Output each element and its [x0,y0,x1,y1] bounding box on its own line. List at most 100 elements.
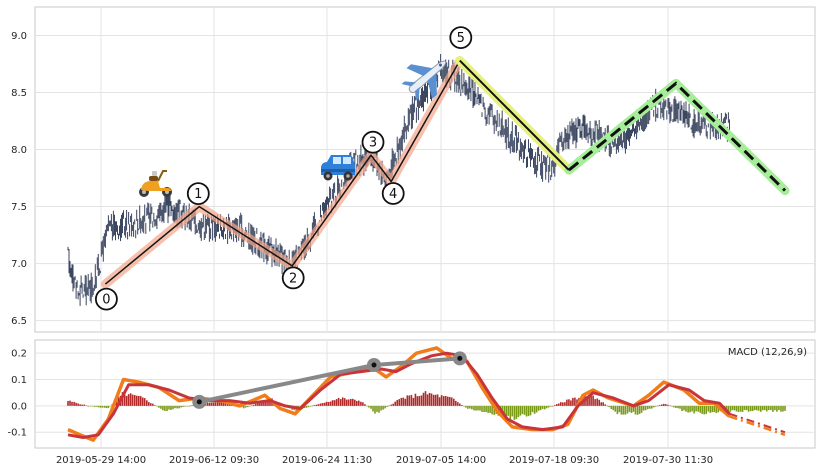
wave-label-circle [449,26,473,49]
histogram-bar [350,399,352,406]
abc-projection [455,56,790,196]
histogram-bar [164,405,166,411]
histogram-bar [642,405,645,411]
histogram-bar [97,405,100,408]
histogram-bar [513,405,516,420]
histogram-bar [693,405,695,414]
histogram-bar [503,405,506,417]
wave-label-circle [95,287,118,311]
histogram-bar [675,405,677,408]
histogram-bar [345,399,348,406]
histogram-bar [741,405,744,412]
car-icon [321,155,355,181]
macd-panel: -0.1 0.0 0.1 0.2 MACD (12,26,9) [7,339,816,449]
histogram-bar [327,402,330,406]
histogram-bar [440,395,443,406]
histogram-bar [749,405,752,412]
histogram-bar [640,405,643,413]
histogram-bar [356,401,358,406]
histogram-bar [683,405,685,411]
histogram-bar [180,405,182,408]
histogram-bar [170,405,172,410]
histogram-bar [764,405,766,411]
x-tick-label: 2019-06-12 09:30 [169,455,259,466]
histogram-bar [374,405,376,414]
histogram-bar [467,405,469,409]
histogram-bar [83,404,85,406]
histogram-bar [521,405,524,415]
histogram-bar [725,405,728,411]
histogram-bar [644,405,647,411]
histogram-bar [493,405,495,415]
histogram-bar [531,405,534,413]
price-y-tick-label: 7.5 [11,202,27,213]
histogram-bar [404,398,407,406]
histogram-bar [412,397,415,406]
histogram-bar [174,405,176,409]
histogram-bar [691,405,693,412]
histogram-bar [471,405,473,410]
histogram-bar [95,405,98,407]
wave-label-1: 1 [194,187,202,202]
histogram-bar [699,405,701,413]
histogram-bar [566,399,568,406]
histogram-bar [537,405,540,411]
histogram-bar [360,401,362,406]
histogram-bar [303,405,306,408]
wave-label-0: 0 [102,293,110,308]
histogram-bar [166,405,168,411]
histogram-bar [184,405,186,407]
histogram-bar [636,405,639,415]
histogram-bar [380,405,382,411]
histogram-bar [523,405,526,415]
histogram-bar [354,399,356,406]
histogram-bar [93,405,96,407]
histogram-bar [650,405,653,409]
histogram-bar [448,397,451,406]
histogram-bar [428,392,431,406]
histogram-bar [483,405,485,412]
histogram-bar [669,405,671,407]
histogram-bar [364,404,366,406]
histogram-bar [459,403,461,406]
x-tick-label: 2019-05-29 14:00 [56,455,146,466]
histogram-bar [402,397,405,406]
histogram-bar [249,405,251,407]
histogram-bar [146,400,148,406]
histogram-bar [772,405,774,412]
histogram-bar [616,405,619,415]
histogram-bar [568,399,570,406]
abc-dashed [567,81,787,192]
histogram-bar [455,400,457,406]
scooter-icon [139,170,172,197]
histogram-bar [596,398,598,406]
histogram-bar [477,405,479,411]
histogram-bar [648,405,651,409]
histogram-bar [420,395,423,406]
histogram-bar [362,402,364,406]
histogram-bar [665,404,667,406]
macd-grid [35,340,815,448]
histogram-bar [677,405,679,409]
histogram-bar [709,405,712,413]
histogram-bar [416,396,419,406]
histogram-bar [481,405,483,412]
histogram-bar [630,405,633,413]
histogram-bar [368,405,370,408]
histogram-bar [394,401,396,406]
histogram-bar [717,405,720,413]
histogram-bar [776,405,778,412]
macd-y-tick-label: 0.1 [11,375,27,386]
histogram-bar [139,396,142,406]
histogram-bar [604,404,606,406]
histogram-bar [760,405,762,412]
histogram-bar [192,405,194,406]
histogram-bar [162,405,164,411]
histogram-bar [681,405,683,411]
histogram-bar [154,405,156,406]
histogram-bar [129,393,132,406]
histogram-bar [554,405,556,406]
wave-label-circle [281,266,305,290]
histogram-bar [251,405,253,407]
